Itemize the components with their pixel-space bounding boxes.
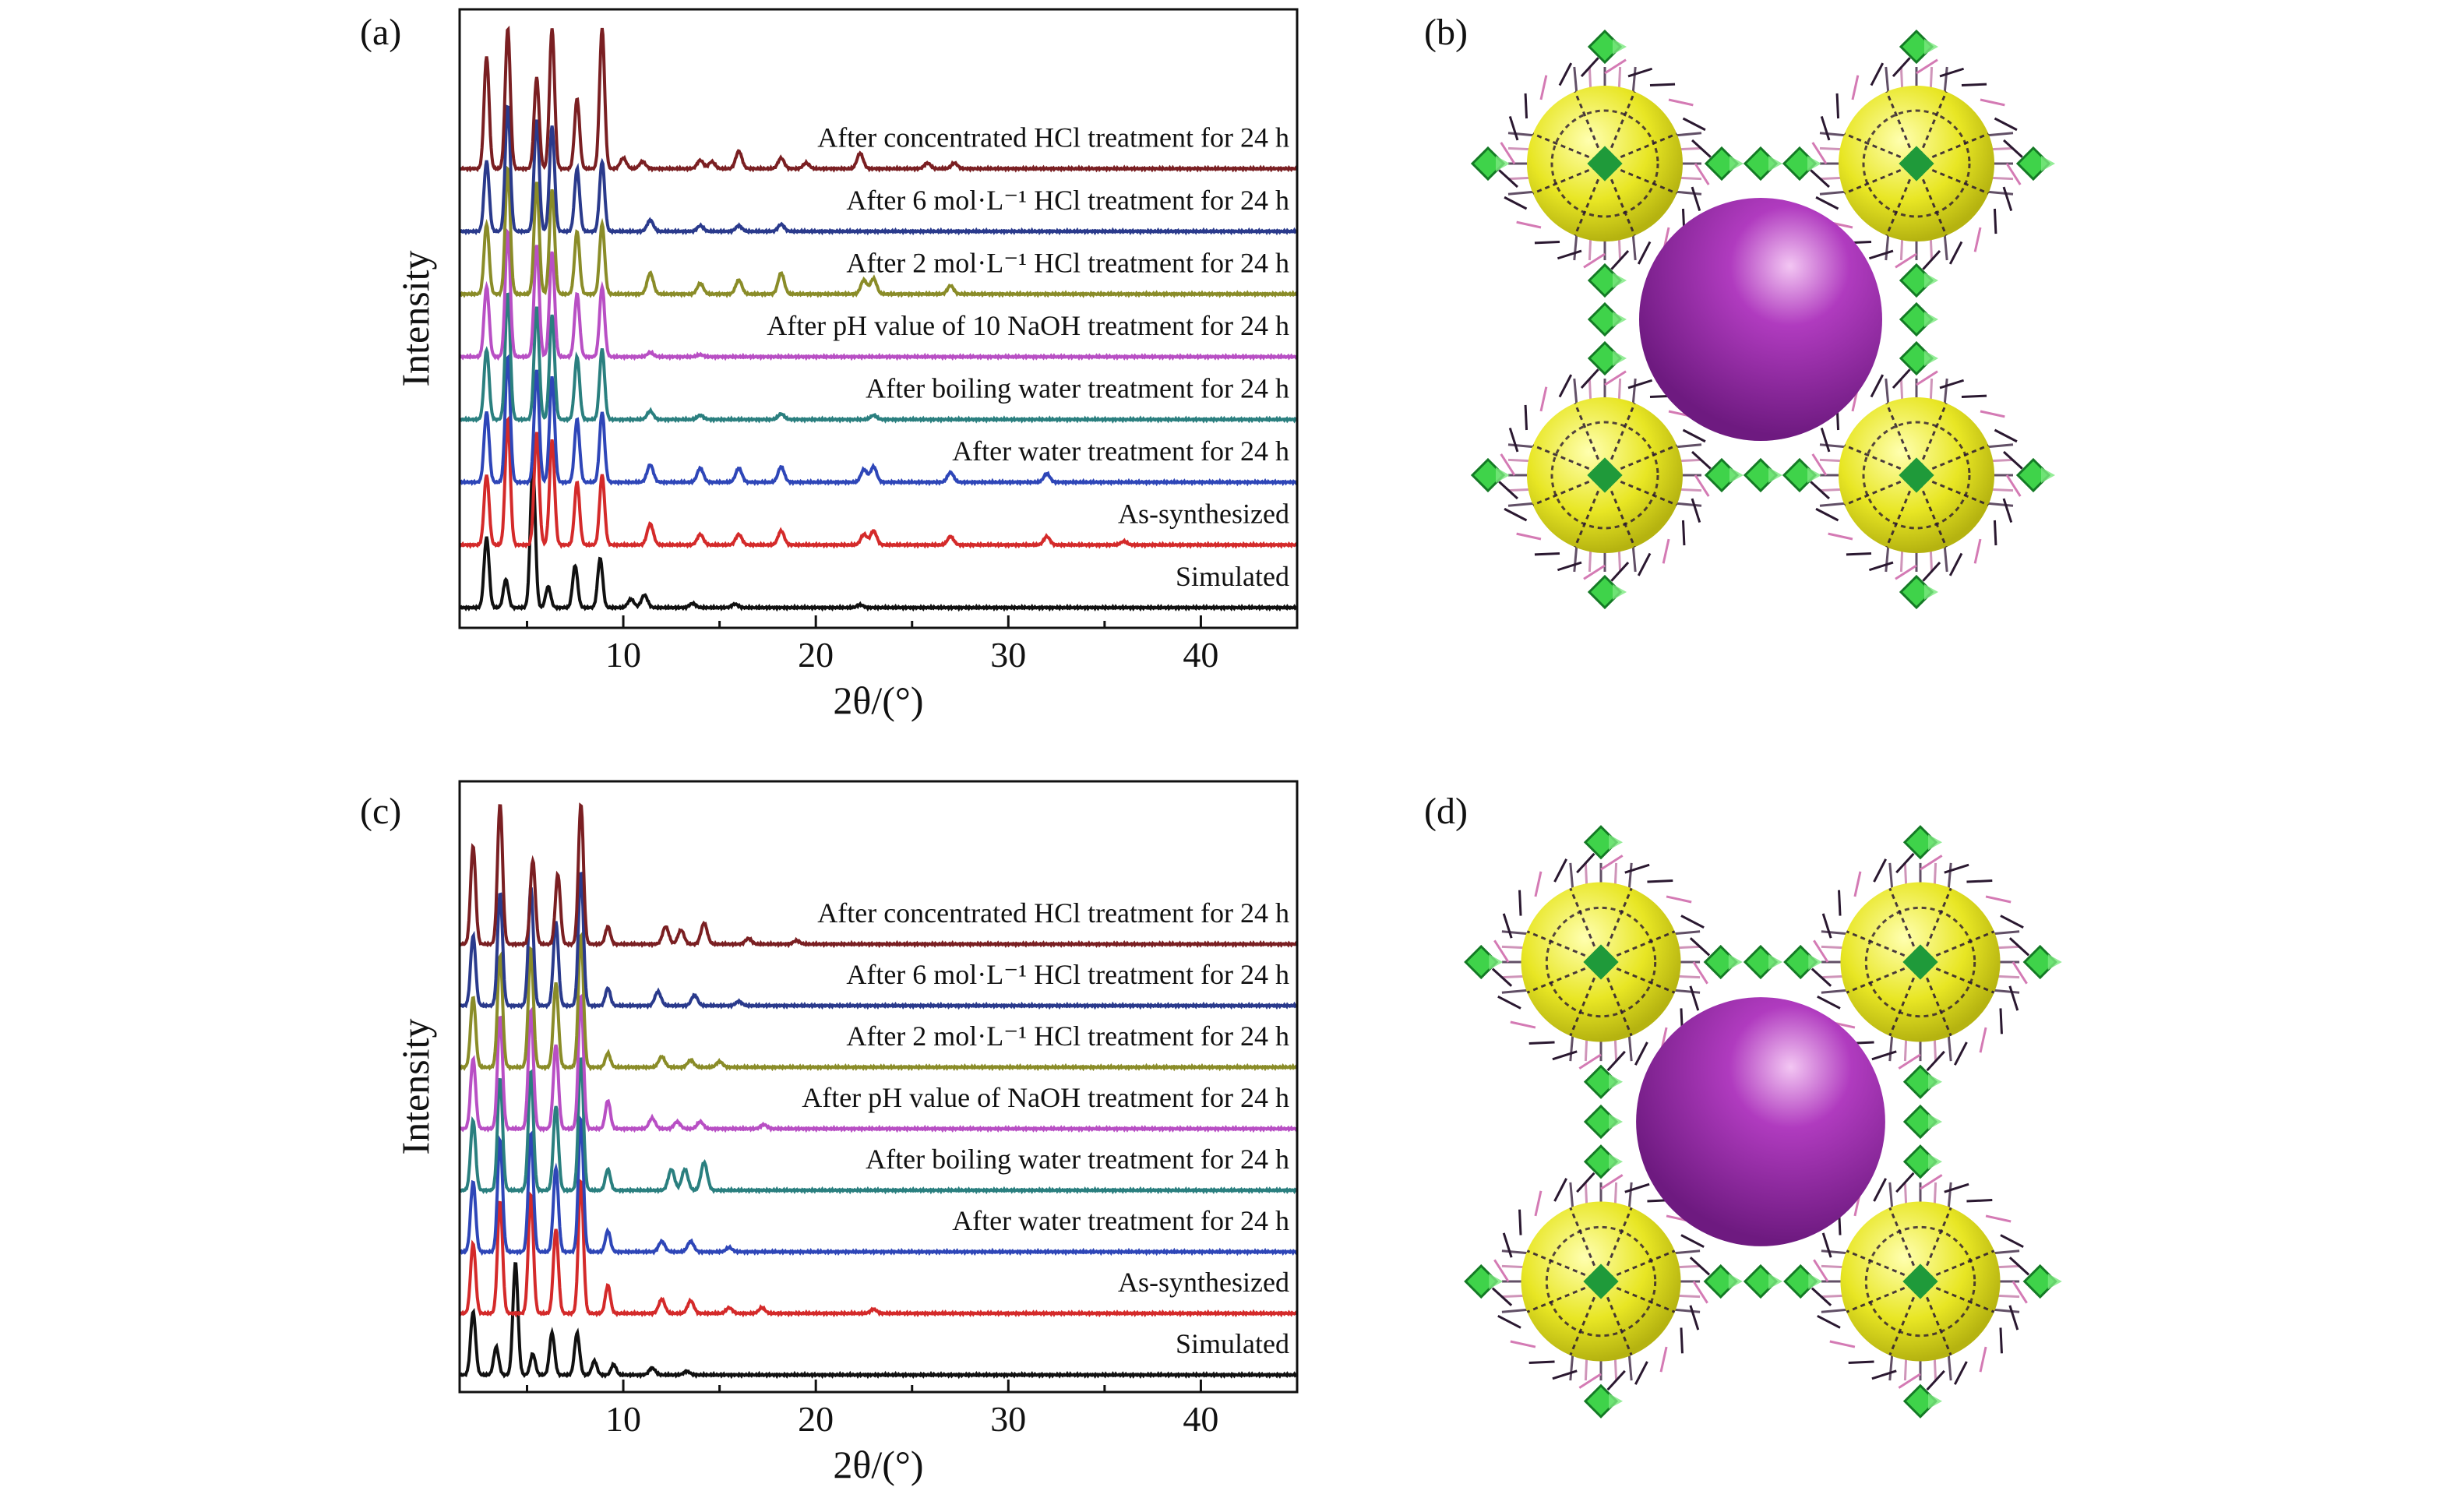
- series-trace: [460, 467, 1297, 612]
- series-trace: [460, 415, 1297, 549]
- series-label: As-synthesized: [1118, 499, 1289, 530]
- panel-label-a: (a): [360, 12, 402, 53]
- series-label: Simulated: [1176, 1328, 1289, 1359]
- series-label: After water treatment for 24 h: [952, 435, 1289, 467]
- x-tick-label: 40: [1183, 1399, 1218, 1439]
- series-label: After pH value of 10 NaOH treatment for …: [767, 310, 1289, 341]
- series-label: After boiling water treatment for 24 h: [866, 373, 1289, 404]
- series-label: After 6 mol·L⁻¹ HCl treatment for 24 h: [846, 959, 1289, 990]
- metal-cluster: [1587, 146, 1623, 182]
- series-trace: [460, 354, 1297, 487]
- x-tick-label: 20: [798, 635, 834, 675]
- series-label: After 2 mol·L⁻¹ HCl treatment for 24 h: [846, 248, 1289, 279]
- metal-cluster: [1902, 1264, 1938, 1299]
- series-trace: [460, 931, 1297, 1072]
- x-tick-label: 30: [990, 1399, 1026, 1439]
- series-trace: [460, 871, 1297, 1010]
- x-tick-label: 10: [605, 635, 641, 675]
- metal-cluster: [1899, 146, 1934, 182]
- framework-structure-illustration-d: [1464, 825, 2062, 1419]
- purple-cage-sphere: [1636, 997, 1885, 1246]
- panel-label-d: (d): [1424, 791, 1468, 832]
- series-label: After concentrated HCl treatment for 24 …: [817, 897, 1289, 929]
- x-tick-label: 10: [605, 1399, 641, 1439]
- plot-frame: [458, 780, 1299, 1394]
- y-axis-title: Intensity: [393, 1019, 437, 1155]
- x-tick-label: 30: [990, 635, 1026, 675]
- metal-cluster: [1899, 457, 1934, 493]
- series-trace: [460, 993, 1297, 1133]
- panel-label-b: (b): [1424, 12, 1468, 53]
- x-axis-title: 2θ/(°): [833, 1443, 923, 1486]
- chart-0: Simulated As-synthesized After water treat…: [393, 8, 1299, 722]
- series-trace: [460, 292, 1297, 424]
- y-axis-title: Intensity: [393, 251, 437, 387]
- framework-structure-illustration-b: [1470, 29, 2055, 610]
- series-trace: [460, 104, 1297, 236]
- series-trace: [460, 1262, 1297, 1380]
- series-trace: [460, 1057, 1297, 1195]
- plot-frame: [458, 8, 1299, 629]
- x-axis-title: 2θ/(°): [833, 678, 923, 722]
- series-label: After pH value of NaOH treatment for 24 …: [802, 1082, 1289, 1113]
- purple-cage-sphere: [1639, 198, 1882, 441]
- linker-mesh: [1846, 1207, 1995, 1356]
- chart-1: Simulated As-synthesized After water treat…: [393, 780, 1299, 1486]
- series-label: Simulated: [1176, 561, 1289, 592]
- linker-mesh: [1526, 1207, 1676, 1356]
- series-label: After boiling water treatment for 24 h: [866, 1144, 1289, 1175]
- series-trace: [460, 802, 1297, 949]
- series-label: After water treatment for 24 h: [952, 1205, 1289, 1236]
- series-label: As-synthesized: [1118, 1267, 1289, 1298]
- series-label: After 2 mol·L⁻¹ HCl treatment for 24 h: [846, 1020, 1289, 1052]
- series-trace: [460, 1115, 1297, 1256]
- series-label: After 6 mol·L⁻¹ HCl treatment for 24 h: [846, 185, 1289, 216]
- series-trace: [460, 1179, 1297, 1318]
- x-tick-label: 20: [798, 1399, 834, 1439]
- x-tick-label: 40: [1183, 635, 1218, 675]
- panel-label-c: (c): [360, 791, 402, 832]
- series-trace: [460, 165, 1297, 298]
- linker-mesh: [1526, 887, 1676, 1037]
- linker-mesh: [1846, 887, 1995, 1037]
- series-trace: [460, 25, 1297, 173]
- series-trace: [460, 227, 1297, 361]
- series-label: After concentrated HCl treatment for 24 …: [817, 122, 1289, 153]
